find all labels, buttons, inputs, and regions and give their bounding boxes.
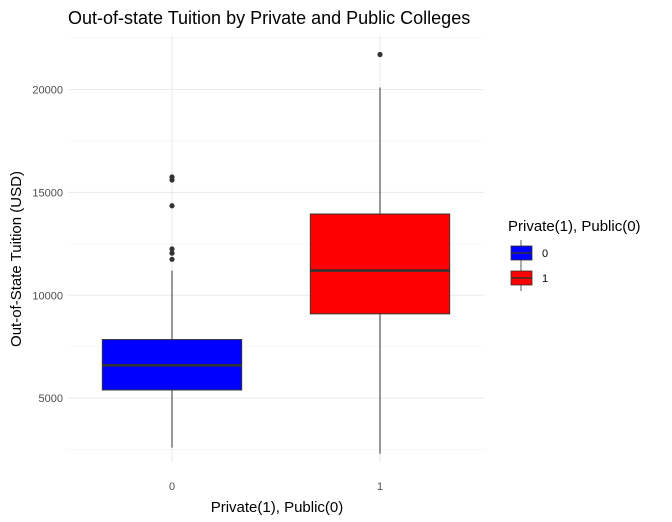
legend: Private(1), Public(0) 01 [508,218,641,291]
y-axis-title: Out-of-State Tuition (USD) [8,171,25,347]
legend-title: Private(1), Public(0) [508,218,641,235]
outlier-point [169,250,175,256]
outlier-point [169,246,175,252]
outlier-point [169,256,175,262]
box-1 [309,51,451,454]
x-axis-title: Private(1), Public(0) [211,499,344,516]
legend-key-0: 0 [510,240,548,266]
chart-title: Out-of-state Tuition by Private and Publ… [68,8,470,28]
y-tick-label: 20000 [32,85,63,97]
y-tick-label: 5000 [39,393,63,405]
outlier-point [377,51,383,58]
boxes [101,51,451,454]
outlier-point [169,203,175,209]
y-tick-labels: 5000 10000 15000 20000 [32,85,63,406]
legend-key-1: 1 [510,265,548,291]
box-iqr [309,213,451,315]
legend-label: 1 [542,273,548,285]
y-tick-label: 15000 [32,187,63,199]
box-0 [101,174,243,448]
legend-keys: 01 [510,240,548,291]
outlier-point [169,174,175,180]
legend-label: 0 [542,248,548,260]
x-tick-label: 0 [169,481,175,493]
y-tick-label: 10000 [32,290,63,302]
x-tick-label: 1 [377,481,383,493]
